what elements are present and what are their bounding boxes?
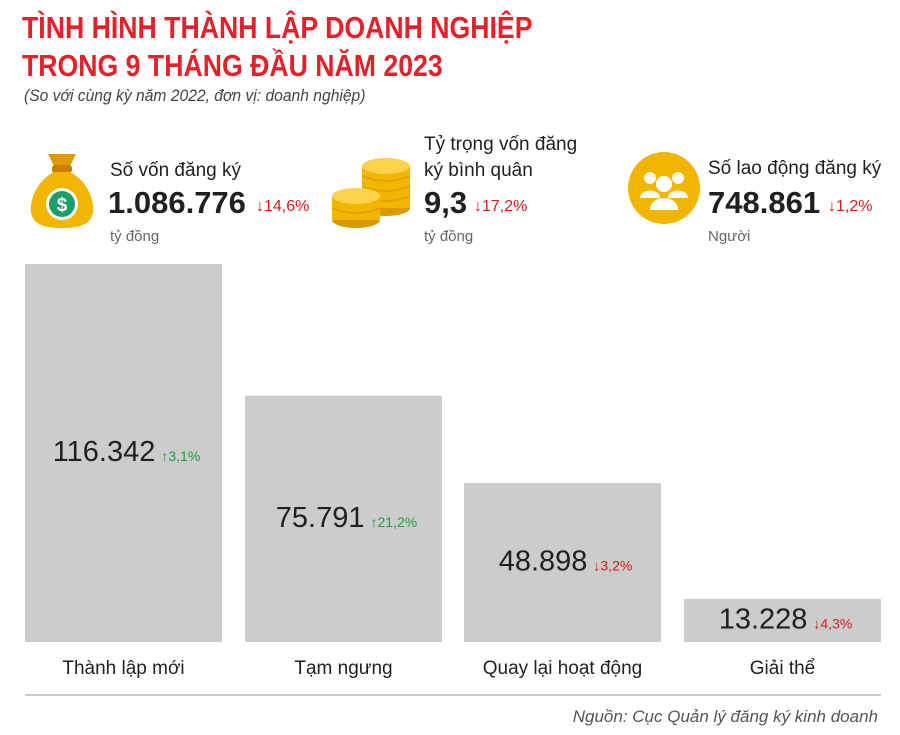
category-label: Thành lập mới [62, 658, 184, 679]
data-label: 75.791 ↑21,2% [276, 502, 417, 534]
bar [245, 395, 442, 642]
change-label: ↓4,3% [813, 616, 852, 632]
stat-capital-change: ↓14,6% [256, 198, 310, 215]
stat-avg-capital-label-1: Tỷ trọng vốn đăng [424, 134, 578, 155]
stat-avg-capital-unit: tỷ đồng [424, 228, 474, 245]
change-label: ↑21,2% [371, 514, 418, 530]
page-title-line-1: TÌNH HÌNH THÀNH LẬP DOANH NGHIỆP [22, 10, 533, 45]
bar [25, 263, 222, 642]
coins-icon [331, 158, 411, 228]
svg-text:$: $ [57, 195, 68, 216]
stat-avg-capital-label-2: ký bình quân [424, 160, 533, 181]
bar [684, 599, 881, 642]
page-title-line-2: TRONG 9 THÁNG ĐẦU NĂM 2023 [22, 48, 443, 83]
data-label: 116.342 ↑3,1% [53, 436, 201, 468]
data-label: 13.228 ↓4,3% [719, 604, 853, 636]
stat-avg-capital-change: ↓17,2% [474, 198, 528, 215]
change-label: ↑3,1% [161, 448, 200, 464]
category-label: Giải thể [750, 658, 815, 679]
change-label: ↓3,2% [593, 558, 632, 574]
category-label: Tạm ngưng [294, 658, 392, 679]
stat-capital-label: Số vốn đăng ký [110, 160, 241, 181]
stat-capital-unit: tỷ đồng [110, 228, 160, 245]
data-label: 48.898 ↓3,2% [499, 546, 633, 578]
stat-avg-capital-value: 9,3 [424, 185, 468, 220]
bar-chart: 116.342 ↑3,1% Thành lập mới 75.791 ↑21,2% Tạm… [25, 263, 881, 696]
stat-labor-unit: Người [708, 228, 751, 245]
category-label: Quay lại hoạt động [483, 658, 643, 679]
value-label: 116.342 [53, 436, 156, 468]
money-bag-icon: $ [30, 154, 94, 228]
value-label: 48.898 [499, 546, 588, 578]
stat-labor-label: Số lao động đăng ký [708, 158, 882, 179]
stat-labor-change: ↓1,2% [828, 198, 873, 215]
bar [464, 483, 661, 642]
value-label: 13.228 [719, 604, 808, 636]
stat-capital-value: 1.086.776 [108, 185, 246, 220]
value-label: 75.791 [276, 502, 365, 534]
stat-labor-value: 748.861 [708, 185, 821, 220]
source-note: Nguồn: Cục Quản lý đăng ký kinh doanh [572, 707, 878, 726]
page-subtitle: (So với cùng kỳ năm 2022, đơn vị: doanh … [24, 86, 366, 105]
people-icon [628, 152, 700, 224]
